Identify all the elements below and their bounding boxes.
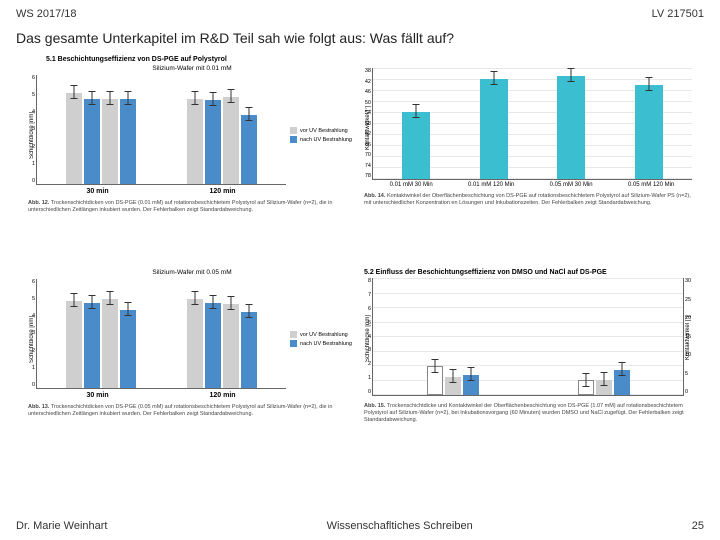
footer-title: Wissenschafltiches Schreiben (327, 520, 473, 532)
slide-header: WS 2017/18 LV 217501 (0, 0, 720, 24)
chart-top-right: Kontaktwinkel [°] 3842465054586266707478… (364, 56, 692, 263)
chart-grid: 5.1 Beschichtungseffizienz von DS-PGE au… (0, 56, 720, 476)
chart-tr-xlabels: 0.01 mM 30 Min0.01 mM 120 Min0.05 mM 30 … (372, 182, 692, 188)
chart-bottom-right: 5.2 Einfluss der Beschichtungseffizienz … (364, 269, 692, 476)
header-right: LV 217501 (652, 8, 704, 20)
footer-author: Dr. Marie Weinhart (16, 520, 108, 532)
chart-br-ylabel-right: Kontaktwinkel [°] (684, 278, 692, 398)
chart-tr-caption: Abb. 14. Kontaktwinkel der Oberflächenbe… (364, 193, 692, 207)
slide-footer: Dr. Marie Weinhart Wissenschafltiches Sc… (16, 520, 704, 532)
section-5-1: 5.1 Beschichtungseffizienz von DS-PGE au… (28, 56, 356, 63)
chart-tl-plot: 6543210 (36, 75, 286, 185)
footer-page: 25 (692, 520, 704, 532)
chart-tr-plot: 3842465054586266707478 (372, 68, 692, 180)
chart-bl-subtitle: Silizium-Wafer mit 0.05 mM (28, 269, 356, 276)
chart-bl-xlabels: 30 min120 min (36, 392, 286, 399)
chart-top-left: 5.1 Beschichtungseffizienz von DS-PGE au… (28, 56, 356, 263)
chart-tl-xlabels: 30 min120 min (36, 188, 286, 195)
chart-tl-legend: vor UV Bestrahlungnach UV Bestrahlung (286, 75, 356, 195)
chart-bl-legend: vor UV Bestrahlungnach UV Bestrahlung (286, 279, 356, 399)
header-left: WS 2017/18 (16, 8, 77, 20)
chart-tl-subtitle: Silizium-Wafer mit 0.01 mM (28, 65, 356, 72)
slide-title: Das gesamte Unterkapitel im R&D Teil sah… (0, 24, 720, 56)
section-5-2: 5.2 Einfluss der Beschichtungseffizienz … (364, 269, 692, 276)
chart-bottom-left: Silizium-Wafer mit 0.05 mM Schichtdicke … (28, 269, 356, 476)
chart-bl-caption: Abb. 13. Trockenschichtdicken von DS-PGE… (28, 404, 356, 418)
chart-br-caption: Abb. 15. Trockenschichtdicke und Kontakt… (364, 403, 692, 424)
chart-tl-caption: Abb. 12. Trockenschichtdicken von DS-PGE… (28, 200, 356, 214)
chart-br-plot: 876543210 302520151050 (372, 278, 684, 396)
chart-bl-plot: 6543210 (36, 279, 286, 389)
